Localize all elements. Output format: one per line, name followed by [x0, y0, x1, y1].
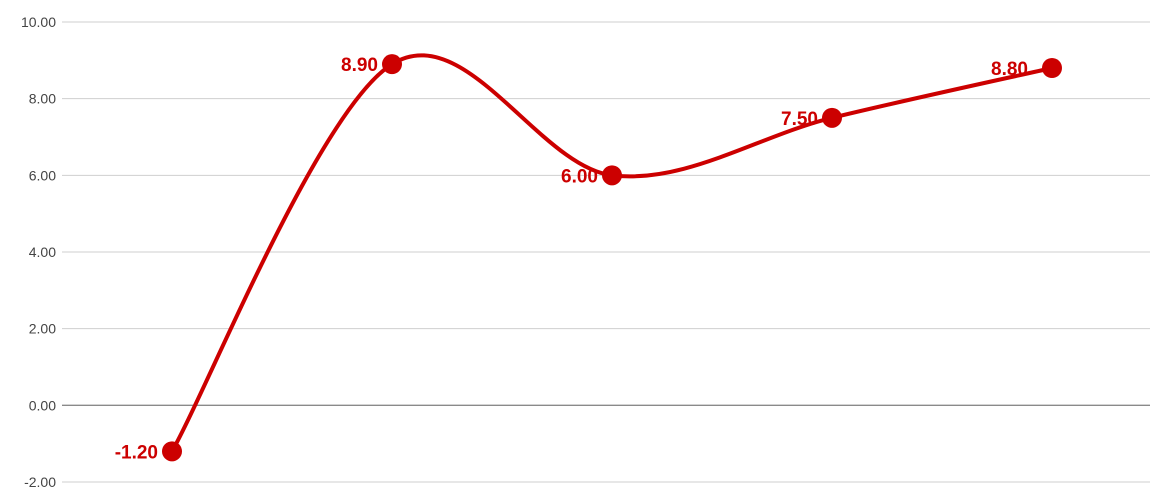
y-tick-label: 6.00 [29, 167, 56, 183]
y-axis-ticks: 10.00 8.00 6.00 4.00 2.00 0.00 -2.00 [21, 14, 56, 487]
y-tick-label: -2.00 [24, 474, 56, 487]
data-label: 6.00 [561, 166, 598, 187]
gridlines [62, 21, 1150, 483]
y-tick-label: 0.00 [29, 397, 56, 413]
data-point[interactable] [382, 54, 402, 75]
data-point[interactable] [602, 165, 622, 186]
y-tick-label: 4.00 [29, 244, 56, 260]
data-point[interactable] [822, 107, 842, 128]
data-label: 8.80 [991, 59, 1028, 80]
series-line-layer [170, 53, 1054, 454]
series-line [170, 53, 1054, 454]
data-point[interactable] [1042, 58, 1062, 78]
data-label: -1.20 [115, 442, 158, 463]
data-point[interactable] [162, 441, 182, 462]
data-label: 7.50 [781, 109, 818, 130]
y-tick-label: 10.00 [21, 14, 56, 30]
data-labels: -1.20 8.90 6.00 7.50 8.80 [115, 55, 1028, 463]
y-tick-label: 8.00 [29, 91, 56, 107]
y-tick-label: 2.00 [29, 321, 56, 337]
data-label: 8.90 [341, 55, 378, 76]
data-points [162, 54, 1062, 462]
